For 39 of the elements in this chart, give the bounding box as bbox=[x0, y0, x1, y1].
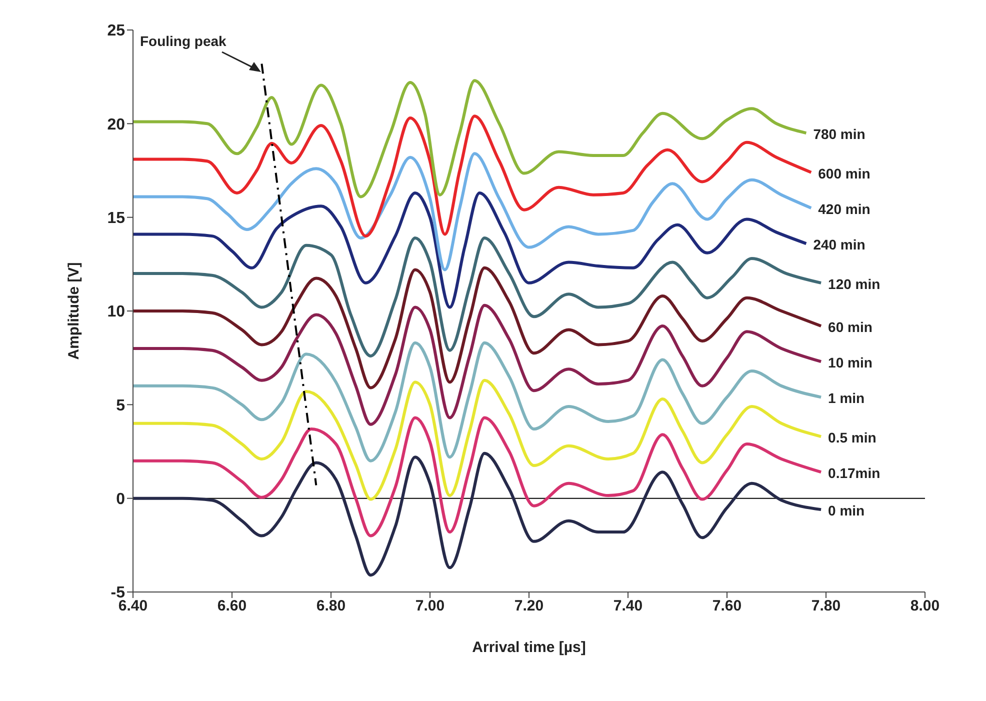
x-tick-label: 7.60 bbox=[712, 598, 742, 615]
series-label: 420 min bbox=[818, 200, 870, 217]
series-label: 0 min bbox=[828, 502, 865, 519]
series-label: 10 min bbox=[828, 354, 872, 371]
series-label: 600 min bbox=[818, 165, 870, 182]
y-tick-label: 20 bbox=[107, 116, 126, 134]
x-tick-label: 7.40 bbox=[613, 598, 643, 615]
line-series bbox=[133, 378, 823, 501]
line-series bbox=[133, 304, 823, 426]
series-label: 780 min bbox=[813, 126, 866, 142]
x-tick-label: 6.60 bbox=[217, 598, 247, 615]
y-tick-label: 15 bbox=[107, 210, 126, 228]
line-series bbox=[133, 191, 808, 309]
y-tick-label: 10 bbox=[107, 304, 126, 321]
series-label: 120 min bbox=[828, 276, 880, 292]
line-series bbox=[133, 341, 823, 462]
line-series bbox=[133, 416, 823, 538]
x-tick-label: 7.80 bbox=[811, 598, 841, 615]
y-tick-label: 25 bbox=[107, 22, 126, 40]
line-series bbox=[133, 114, 813, 238]
series-label: 1 min bbox=[828, 390, 865, 406]
series-label: 0.5 min bbox=[828, 430, 876, 446]
x-tick-label: 8.00 bbox=[910, 598, 940, 615]
y-axis-title: Amplitude [V] bbox=[65, 262, 82, 360]
x-tick-label: 6.40 bbox=[118, 598, 148, 615]
series-label: 0.17min bbox=[828, 465, 880, 482]
series-label: 240 min bbox=[813, 236, 866, 253]
x-tick-label: 6.80 bbox=[316, 598, 346, 615]
series-label: 60 min bbox=[828, 318, 872, 335]
line-series bbox=[133, 266, 823, 390]
line-series bbox=[133, 79, 808, 198]
y-tick-label: 0 bbox=[116, 491, 126, 508]
line-series bbox=[133, 452, 823, 577]
x-tick-label: 7.20 bbox=[514, 598, 544, 615]
line-series bbox=[133, 152, 813, 272]
y-tick-label: 5 bbox=[116, 397, 126, 414]
x-axis-title: Arrival time [µs] bbox=[472, 639, 586, 656]
x-tick-label: 7.00 bbox=[415, 598, 445, 615]
annotation: Fouling peak bbox=[140, 33, 226, 49]
